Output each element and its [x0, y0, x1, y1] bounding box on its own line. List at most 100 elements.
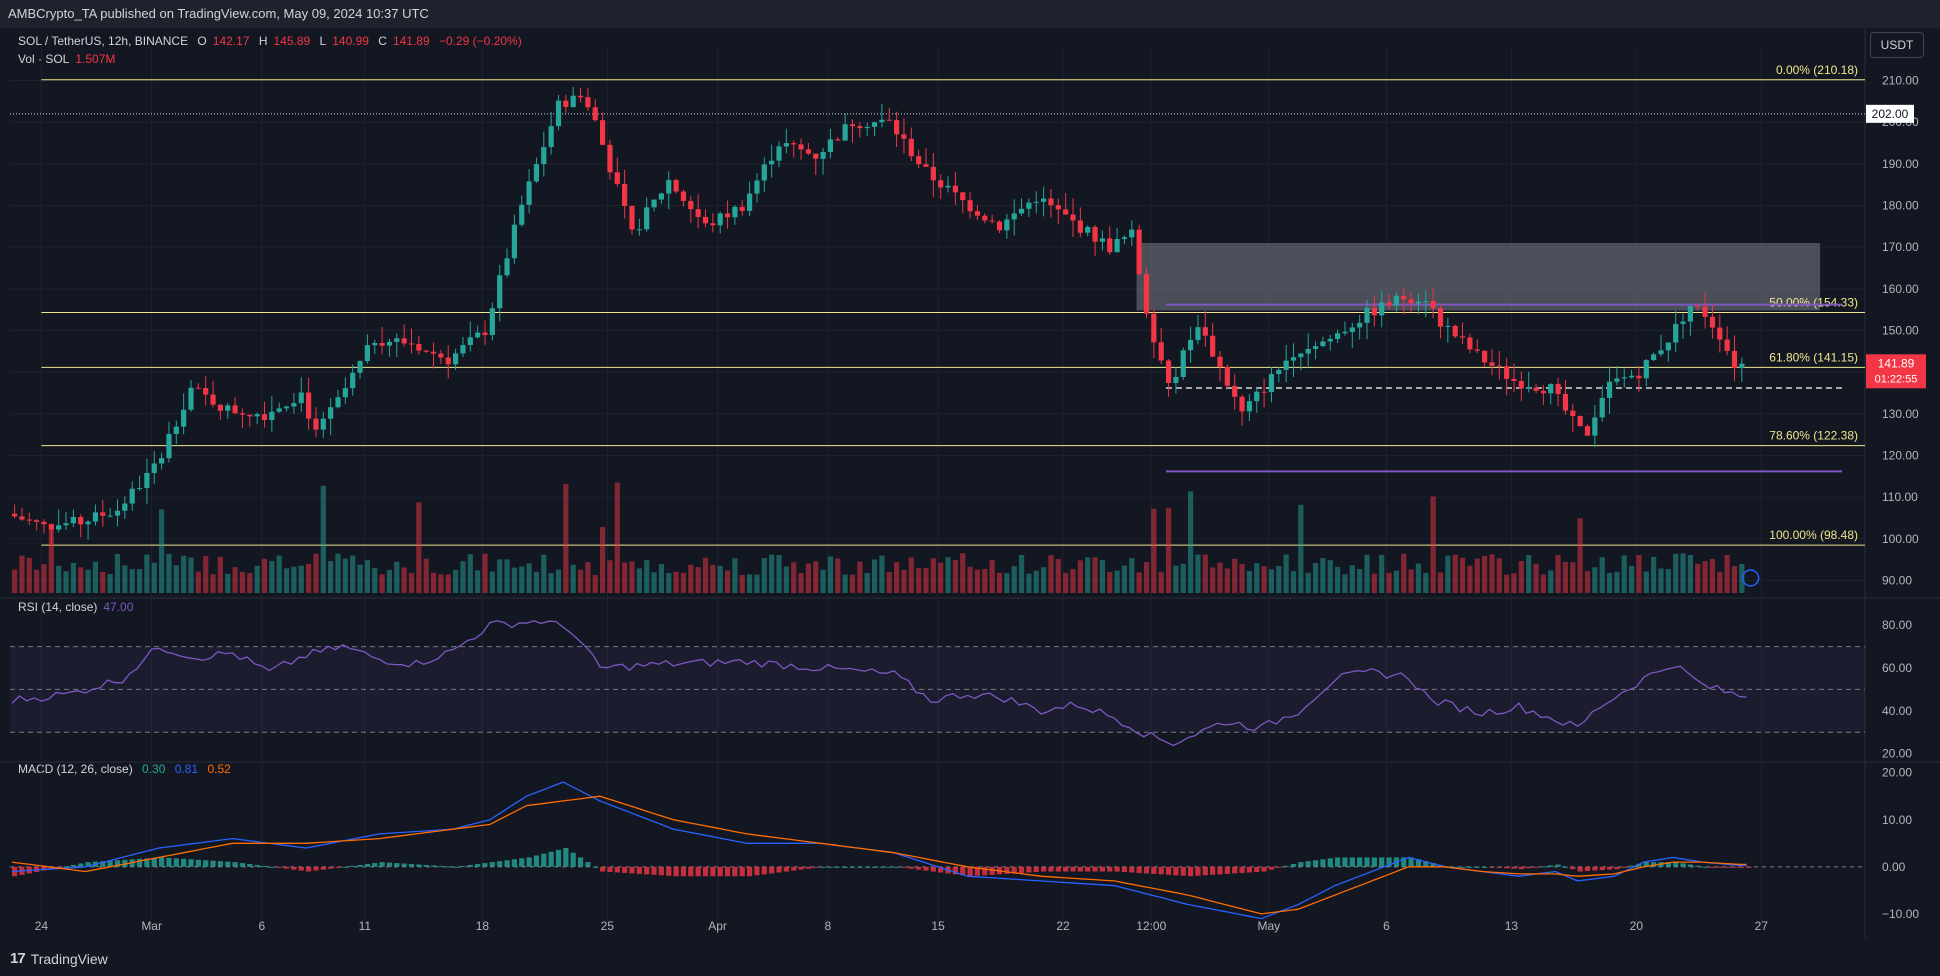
macd-histogram-bar [1518, 866, 1524, 870]
volume-bar [1092, 557, 1098, 593]
macd-tick-label: 0.00 [1882, 860, 1906, 874]
volume-bar [1724, 555, 1730, 593]
candle-body [1401, 295, 1407, 300]
macd-label[interactable]: MACD (12, 26, close) [18, 762, 133, 776]
volume-bar [849, 574, 856, 593]
macd-histogram-bar [666, 866, 672, 876]
volume-bar [129, 569, 135, 593]
volume-bar [541, 554, 547, 593]
candle-body [144, 473, 150, 488]
macd-histogram-bar [151, 857, 157, 867]
candle-body [1018, 208, 1025, 214]
price-tick-label: 180.00 [1882, 199, 1919, 213]
candle-body [1335, 333, 1341, 339]
macd-histogram-bar [1188, 866, 1194, 877]
candle-body [1629, 375, 1635, 378]
price-tick-label: 100.00 [1882, 532, 1919, 546]
macd-histogram-bar [658, 866, 664, 876]
candle-body [1048, 198, 1054, 206]
candle-body [651, 199, 657, 208]
symbol-label[interactable]: SOL / TetherUS, 12h, BINANCE [18, 34, 189, 48]
macd-histogram-bar [1327, 858, 1333, 867]
price-tick-label: 110.00 [1882, 490, 1918, 504]
volume-bar [1298, 504, 1304, 593]
macd-histogram-bar [1048, 866, 1054, 872]
volume-bar [835, 558, 841, 593]
candle-body [70, 516, 76, 524]
rsi-label[interactable]: RSI (14, close) [18, 600, 98, 614]
macd-histogram-bar [1298, 862, 1304, 867]
macd-histogram-bar [1695, 865, 1701, 867]
macd-histogram-bar [629, 866, 635, 874]
volume-bar [879, 555, 885, 593]
volume-bar [1107, 572, 1113, 593]
candle-body [1673, 323, 1679, 343]
volume-bar [1739, 563, 1745, 593]
alert-icon[interactable] [1741, 569, 1760, 587]
volume-bar [1217, 562, 1223, 593]
macd-histogram-bar [651, 866, 657, 875]
macd-histogram-bar [56, 866, 62, 868]
volume-bar [820, 569, 826, 593]
volume-bar [1364, 554, 1370, 593]
volume-bar [1224, 568, 1230, 593]
volume-bar [1261, 566, 1267, 593]
volume-bar [996, 572, 1003, 593]
time-tick-label: Mar [141, 919, 162, 933]
candle-body [1386, 302, 1392, 306]
candle-body [930, 166, 936, 181]
candle-body [1217, 356, 1223, 368]
volume-bar [1606, 572, 1613, 593]
macd-histogram-bar [342, 866, 348, 868]
candle-body [1614, 378, 1620, 382]
volume-bar [1599, 557, 1605, 593]
volume-bar [695, 567, 701, 593]
macd-histogram-bar [989, 866, 995, 875]
volume-bar [136, 569, 143, 593]
volume-bar [555, 569, 562, 593]
candle-body [1548, 384, 1554, 394]
candle-body [607, 144, 613, 173]
candle-body [372, 342, 378, 346]
macd-histogram-bar [1121, 866, 1128, 872]
time-tick-label: 11 [359, 919, 372, 933]
currency-button[interactable]: USDT [1870, 32, 1924, 58]
volume-bar [1702, 561, 1708, 593]
candle-body [1518, 381, 1524, 389]
candle-body [577, 95, 584, 98]
volume-bar [644, 560, 650, 593]
candle-body [526, 181, 532, 205]
macd-histogram-bar [467, 864, 473, 867]
macd-histogram-bar [1724, 866, 1730, 868]
macd-histogram-bar [401, 863, 407, 867]
volume-bar [416, 502, 422, 593]
volume-bar [320, 485, 326, 593]
macd-histogram-bar [232, 862, 238, 867]
open-value: 142.17 [212, 34, 250, 48]
volume-label[interactable]: Vol · SOL [18, 52, 70, 66]
chart-canvas[interactable]: 210.00200.00190.00180.00170.00160.00150.… [0, 28, 1940, 944]
volume-bar [1687, 554, 1693, 593]
volume-bar [1680, 553, 1686, 593]
macd-histogram-bar [203, 860, 209, 867]
macd-histogram-bar [1430, 863, 1436, 867]
macd-hist-value: 0.30 [142, 762, 166, 776]
macd-histogram-bar [1606, 866, 1613, 870]
volume-bar [1165, 507, 1172, 593]
candle-body [1680, 321, 1686, 324]
candle-body [1099, 238, 1105, 242]
volume-bar [798, 572, 804, 593]
volume-bar [1055, 559, 1061, 593]
macd-histogram-bar [526, 857, 532, 867]
volume-bar [159, 509, 165, 593]
volume-bar [533, 571, 540, 593]
price-tick-label: 160.00 [1882, 282, 1919, 296]
candle-body [114, 510, 121, 516]
macd-histogram-bar [217, 861, 223, 867]
volume-bar [63, 571, 69, 593]
candle-body [864, 126, 870, 129]
macd-histogram-bar [1129, 866, 1135, 873]
candle-body [291, 403, 297, 407]
candle-body [1195, 327, 1201, 340]
time-tick-label: 6 [1383, 919, 1390, 933]
